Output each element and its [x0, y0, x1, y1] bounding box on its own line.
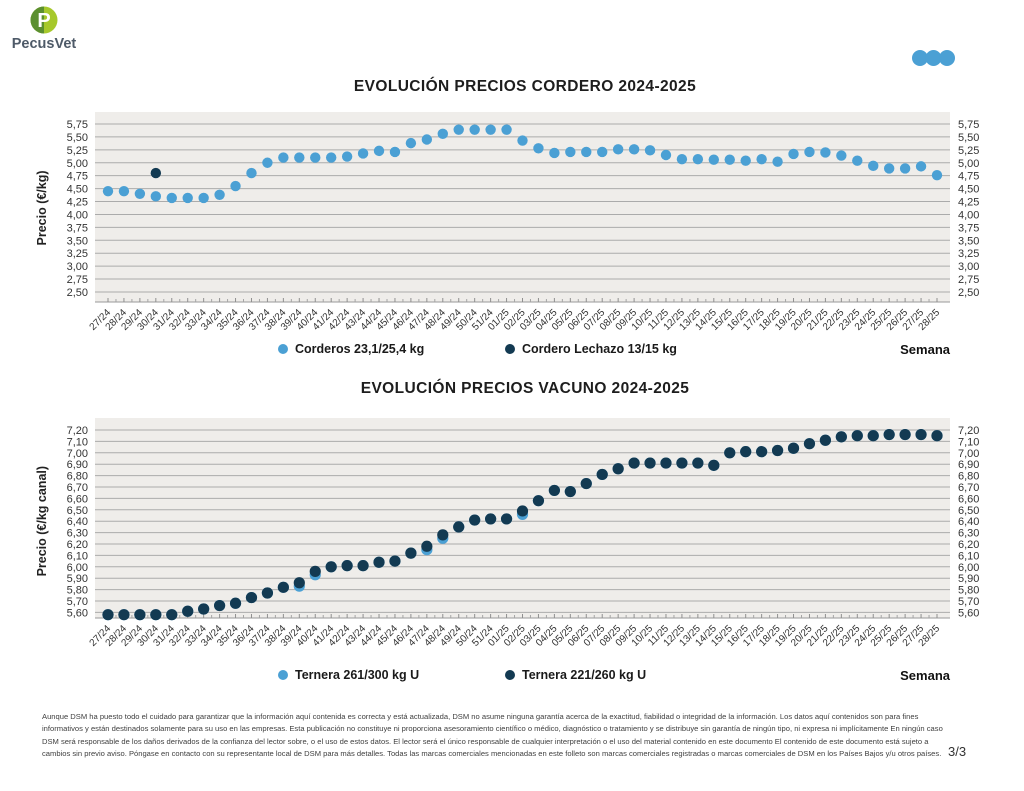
disclaimer-text: Aunque DSM ha puesto todo el cuidado par… — [42, 712, 943, 758]
svg-text:2,50: 2,50 — [67, 287, 88, 299]
vacuno-price-chart: 7,20 7,207,10 7,107,00 7,006,90 6,906,80 6,80… — [35, 418, 979, 649]
dot-icon — [912, 50, 928, 66]
svg-text:6,60: 6,60 — [958, 493, 979, 505]
legend-label: Corderos 23,1/25,4 kg — [295, 342, 425, 356]
legend-label: Cordero Lechazo 13/15 kg — [522, 342, 677, 356]
svg-text:5,75: 5,75 — [67, 119, 88, 131]
legend-item: Corderos 23,1/25,4 kg — [278, 342, 424, 356]
svg-text:3,00: 3,00 — [958, 261, 979, 273]
svg-text:3,75: 3,75 — [67, 222, 88, 234]
svg-text:7,10: 7,10 — [958, 436, 979, 448]
svg-text:4,00: 4,00 — [958, 209, 979, 221]
svg-text:6,10: 6,10 — [67, 550, 88, 562]
svg-text:3,50: 3,50 — [67, 235, 88, 247]
svg-text:3,25: 3,25 — [958, 248, 979, 260]
svg-text:5,70: 5,70 — [958, 596, 979, 608]
legend-cordero: Corderos 23,1/25,4 kg Cordero Lechazo 13… — [37, 342, 950, 362]
svg-text:6,40: 6,40 — [67, 516, 88, 528]
svg-text:4,00: 4,00 — [67, 209, 88, 221]
pecusvet-logo-icon: P — [30, 6, 58, 34]
svg-text:6,80: 6,80 — [958, 471, 979, 483]
chart-title-vacuno: EVOLUCIÓN PRECIOS VACUNO 2024-2025 — [360, 380, 690, 397]
legend-item: Ternera 221/260 kg U — [505, 668, 646, 682]
svg-text:2,75: 2,75 — [67, 274, 88, 286]
svg-text:Precio (€/kg canal): Precio (€/kg canal) — [35, 466, 49, 576]
svg-text:4,75: 4,75 — [67, 171, 88, 183]
svg-text:3,75: 3,75 — [958, 222, 979, 234]
legend-vacuno: Ternera 261/300 kg U Ternera 221/260 kg … — [37, 668, 950, 688]
svg-text:6,60: 6,60 — [67, 493, 88, 505]
legend-item: Cordero Lechazo 13/15 kg — [505, 342, 677, 356]
svg-text:6,40: 6,40 — [958, 516, 979, 528]
svg-text:7,10: 7,10 — [67, 436, 88, 448]
x-axis-title: Semana — [900, 668, 950, 683]
legend-item: Ternera 261/300 kg U — [278, 668, 419, 682]
series-dot-icon — [505, 670, 515, 680]
svg-text:6,10: 6,10 — [958, 550, 979, 562]
dot-icon — [939, 50, 955, 66]
svg-text:6,30: 6,30 — [958, 528, 979, 540]
svg-text:4,25: 4,25 — [67, 197, 88, 209]
svg-text:6,00: 6,00 — [958, 562, 979, 574]
svg-text:7,20: 7,20 — [958, 425, 979, 437]
svg-text:4,25: 4,25 — [958, 197, 979, 209]
svg-text:5,80: 5,80 — [958, 585, 979, 597]
svg-text:5,90: 5,90 — [958, 573, 979, 585]
svg-text:3,00: 3,00 — [67, 261, 88, 273]
svg-text:6,70: 6,70 — [958, 482, 979, 494]
logo: P PecusVet — [9, 6, 79, 52]
svg-text:6,50: 6,50 — [67, 505, 88, 517]
svg-text:6,20: 6,20 — [958, 539, 979, 551]
svg-text:5,70: 5,70 — [67, 596, 88, 608]
svg-text:5,00: 5,00 — [67, 158, 88, 170]
svg-text:6,90: 6,90 — [958, 459, 979, 471]
logo-letter: P — [37, 10, 50, 32]
svg-text:5,50: 5,50 — [67, 132, 88, 144]
svg-text:4,75: 4,75 — [958, 171, 979, 183]
chart-title-cordero: EVOLUCIÓN PRECIOS CORDERO 2024-2025 — [353, 78, 697, 95]
svg-text:6,90: 6,90 — [67, 459, 88, 471]
svg-text:2,50: 2,50 — [958, 287, 979, 299]
svg-text:Precio (€/kg): Precio (€/kg) — [35, 170, 49, 245]
svg-text:7,00: 7,00 — [67, 448, 88, 460]
svg-text:6,70: 6,70 — [67, 482, 88, 494]
svg-text:6,80: 6,80 — [67, 471, 88, 483]
series-dot-icon — [505, 344, 515, 354]
svg-text:5,25: 5,25 — [958, 145, 979, 157]
svg-text:7,00: 7,00 — [958, 448, 979, 460]
logo-text: PecusVet — [11, 36, 77, 52]
svg-text:6,50: 6,50 — [958, 505, 979, 517]
svg-text:5,60: 5,60 — [67, 607, 88, 619]
legend-label: Ternera 221/260 kg U — [522, 668, 647, 682]
three-dots-icon — [912, 50, 955, 66]
logo-crescent — [30, 6, 44, 34]
svg-text:5,00: 5,00 — [958, 158, 979, 170]
svg-text:4,50: 4,50 — [958, 184, 979, 196]
series-dot-icon — [278, 344, 288, 354]
svg-text:4,50: 4,50 — [67, 184, 88, 196]
svg-text:5,90: 5,90 — [67, 573, 88, 585]
cordero-price-chart: 5,75 5,755,50 5,505,25 5,255,00 5,004,75 4,75… — [35, 112, 979, 333]
svg-text:6,00: 6,00 — [67, 562, 88, 574]
page-number: 3/3 — [948, 744, 967, 759]
svg-text:2,75: 2,75 — [958, 274, 979, 286]
x-axis-title: Semana — [900, 342, 950, 357]
svg-text:3,25: 3,25 — [67, 248, 88, 260]
series-dot-icon — [278, 670, 288, 680]
svg-text:5,60: 5,60 — [958, 607, 979, 619]
svg-text:6,20: 6,20 — [67, 539, 88, 551]
svg-text:5,75: 5,75 — [958, 119, 979, 131]
svg-text:7,20: 7,20 — [67, 425, 88, 437]
svg-text:6,30: 6,30 — [67, 528, 88, 540]
svg-text:5,80: 5,80 — [67, 585, 88, 597]
svg-text:5,50: 5,50 — [958, 132, 979, 144]
svg-text:5,25: 5,25 — [67, 145, 88, 157]
svg-text:3,50: 3,50 — [958, 235, 979, 247]
dot-icon — [925, 50, 942, 66]
legend-label: Ternera 261/300 kg U — [295, 668, 420, 682]
